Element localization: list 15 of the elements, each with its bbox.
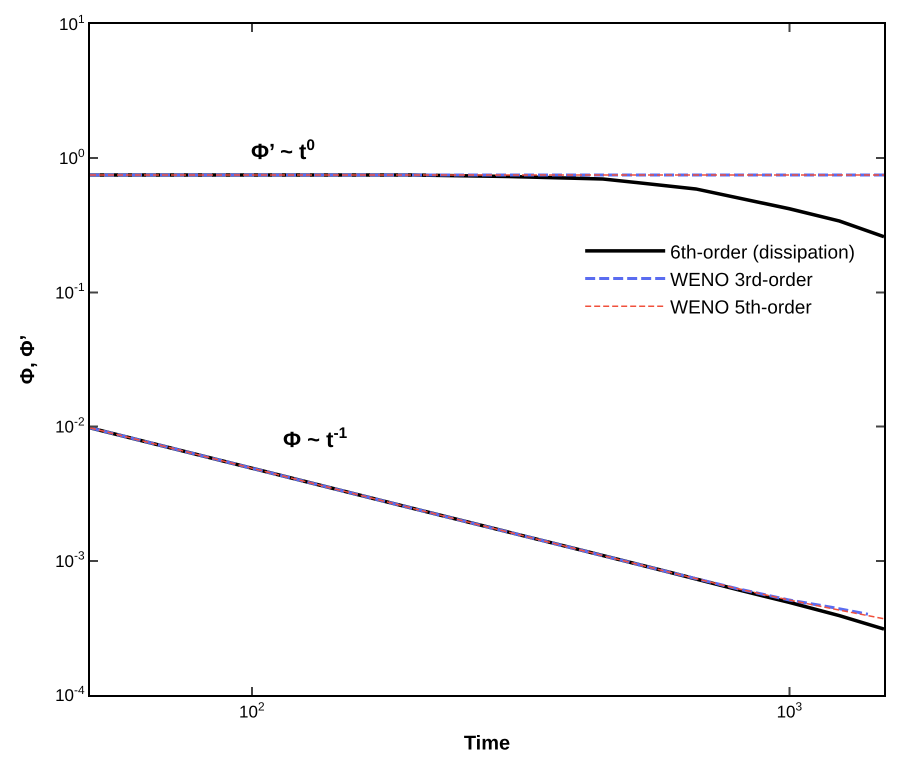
y-tick-label: 10$^{-1}$: [55, 280, 85, 302]
annotation: Φ ~ t$^{-1}$: [283, 425, 348, 452]
y-axis-title: Φ, Φ’: [17, 334, 40, 384]
legend-label: 6th-order (dissipation): [670, 242, 855, 264]
y-tick-label: 10$^{-2}$: [55, 414, 85, 437]
y-tick-label: 10$^{-3}$: [55, 548, 85, 571]
legend-label: WENO 5th-order: [670, 298, 812, 319]
y-tick-label: 10$^{0}$: [59, 146, 85, 168]
legend-label: WENO 3rd-order: [670, 270, 814, 291]
x-axis-title: Time: [464, 732, 510, 754]
y-tick-label: 10$^{1}$: [59, 12, 85, 34]
x-tick-label: 10$^{3}$: [776, 699, 802, 722]
annotation: Φ’ ~ t$^{0}$: [251, 137, 315, 164]
y-tick-label: 10$^{-4}$: [55, 682, 85, 705]
x-tick-label: 10$^{2}$: [239, 699, 265, 722]
